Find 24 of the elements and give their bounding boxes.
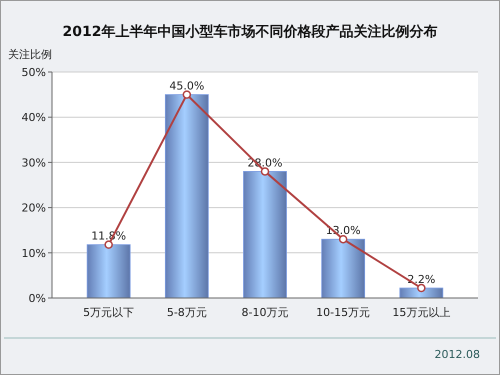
y-tick-label: 0% (28, 292, 46, 305)
y-tick-label: 30% (22, 156, 46, 170)
point (182, 90, 192, 99)
x-tick-label: 5-8万元 (166, 306, 207, 319)
bar (243, 171, 287, 298)
y-axis-title: 关注比例 (8, 48, 52, 61)
x-tick-label: 5万元以下 (83, 306, 134, 319)
text: 2012.08 (434, 348, 480, 361)
bar (86, 244, 131, 298)
y-tick-label: 50% (22, 66, 46, 79)
x-tick-label: 10-15万元 (316, 306, 370, 319)
point (417, 284, 426, 292)
point (338, 234, 348, 244)
point (260, 167, 270, 176)
x-tick-label: 8-10万元 (242, 306, 288, 319)
bar (321, 238, 366, 298)
y-tick-label: 20% (22, 202, 46, 215)
chart-title: 2012年上半年中国小型车市场不同价格段产品关注比例分布 (62, 23, 438, 40)
x-tick-label: 15万元以上 (392, 306, 450, 319)
y-tick-label: 40% (22, 111, 46, 124)
y-tick-label: 10% (22, 246, 46, 260)
point (104, 240, 113, 249)
bar (164, 94, 209, 298)
data-label: 45.0% (169, 80, 204, 93)
